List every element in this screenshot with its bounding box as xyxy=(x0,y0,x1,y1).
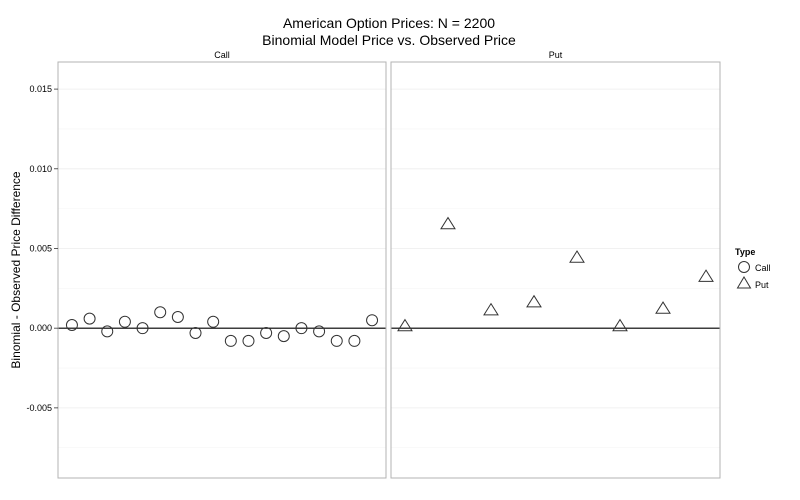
panel-border xyxy=(57,61,387,479)
data-point-call xyxy=(136,322,149,335)
data-point-call xyxy=(154,306,167,319)
data-point-call xyxy=(348,334,361,347)
legend-title: Type xyxy=(735,247,755,257)
facet-strip-label: Put xyxy=(549,50,563,60)
facet-panel-put: Put xyxy=(390,50,721,479)
data-point-call xyxy=(295,322,308,335)
legend-triangle-icon xyxy=(736,276,752,289)
data-point-call xyxy=(65,318,78,331)
data-point-put xyxy=(569,250,585,263)
data-point-put xyxy=(526,294,542,308)
data-point-call xyxy=(242,334,255,347)
y-tick-label: 0.010 xyxy=(29,164,52,174)
y-tick-label: 0.000 xyxy=(29,323,52,333)
data-point-call xyxy=(171,311,184,324)
data-point-put xyxy=(397,318,413,332)
y-axis: -0.005 0.000 0.005 0.010 0.015 xyxy=(26,84,58,413)
data-point-call xyxy=(189,326,202,339)
legend: Type Call Put xyxy=(735,247,771,290)
y-axis-label: Binomial - Observed Price Difference xyxy=(9,171,23,369)
data-point-call xyxy=(101,325,114,338)
data-point-call xyxy=(118,315,131,328)
data-point-call xyxy=(330,334,343,347)
legend-circle-icon xyxy=(738,261,750,273)
data-point-call xyxy=(207,315,220,328)
data-point-call xyxy=(260,326,273,339)
data-point-call xyxy=(83,312,96,325)
data-point-put xyxy=(655,301,671,314)
chart-title: American Option Prices: N = 2200 xyxy=(283,15,495,31)
y-tick-label: 0.005 xyxy=(29,243,52,253)
facet-panels: Call Put xyxy=(57,50,721,479)
y-tick-label: 0.015 xyxy=(29,84,52,94)
facet-panel-call: Call xyxy=(57,50,387,479)
chart-subtitle: Binomial Model Price vs. Observed Price xyxy=(262,32,516,48)
panel-background xyxy=(58,62,386,478)
data-point-put xyxy=(698,269,714,282)
legend-label-put: Put xyxy=(755,280,769,290)
data-point-call xyxy=(313,325,326,338)
y-tick-label: -0.005 xyxy=(26,403,52,413)
panel-background xyxy=(391,62,720,478)
data-point-call xyxy=(366,314,379,327)
data-point-put xyxy=(440,216,456,230)
facet-strip-label: Call xyxy=(214,50,230,60)
legend-label-call: Call xyxy=(755,263,771,273)
panel-border xyxy=(390,61,721,479)
data-point-call xyxy=(224,334,237,347)
data-point-call xyxy=(277,330,290,343)
data-point-put xyxy=(483,302,499,316)
data-point-put xyxy=(612,318,628,332)
